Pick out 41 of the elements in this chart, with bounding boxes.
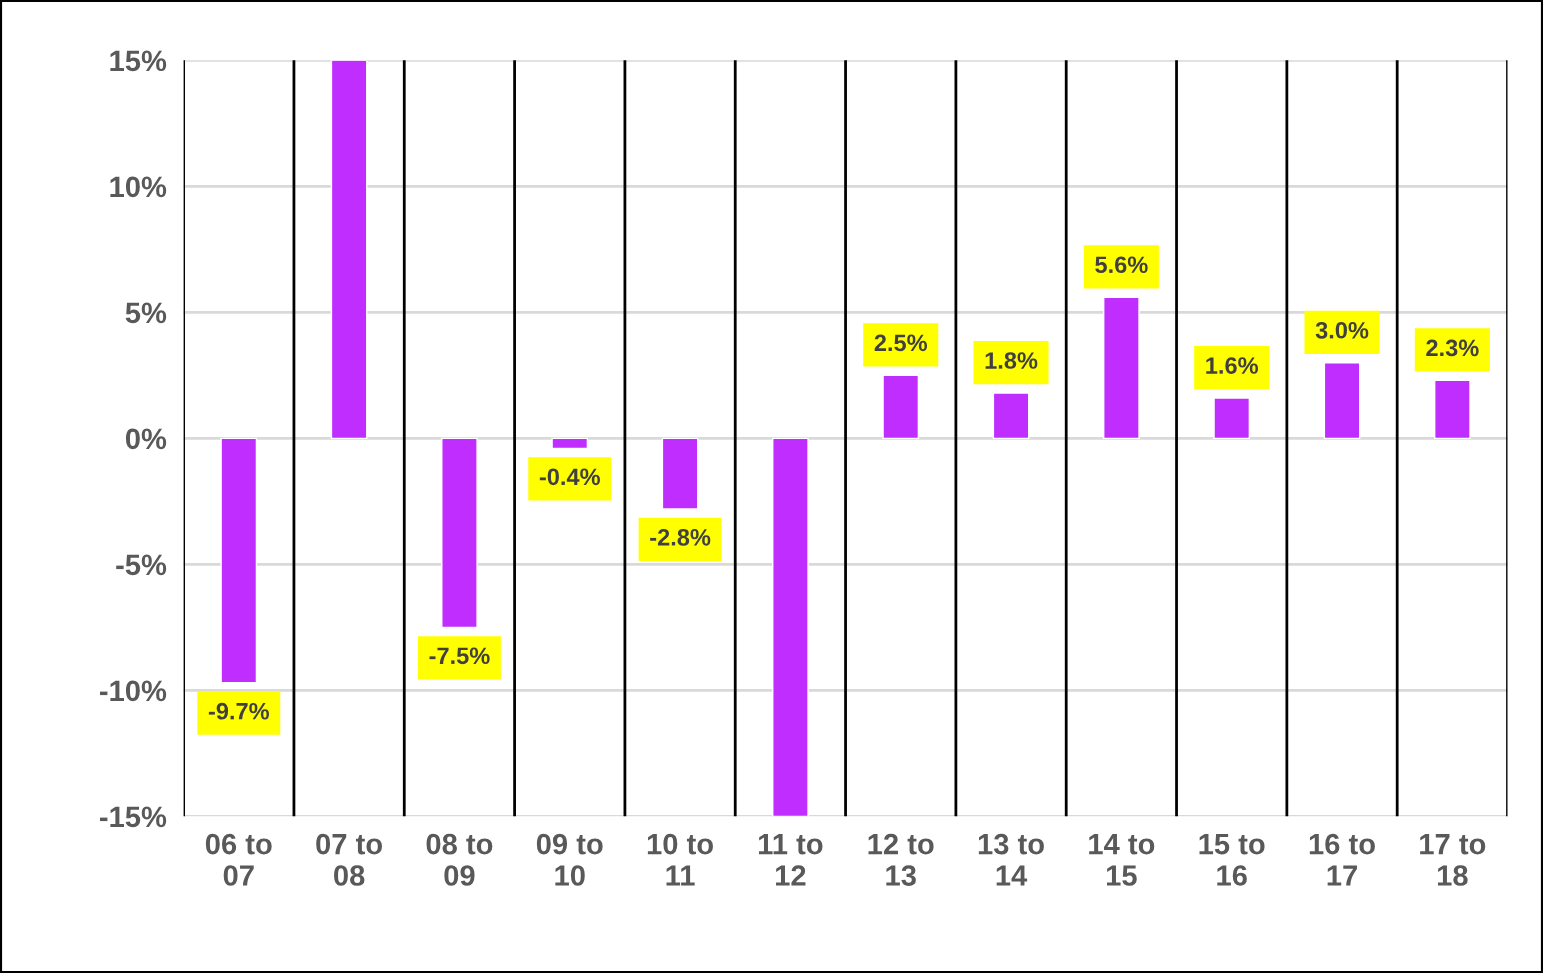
x-tick-label: 14 to 15 <box>1089 834 1155 886</box>
y-tick-label: 10% <box>110 176 167 198</box>
bar <box>441 437 478 629</box>
bar <box>992 392 1030 440</box>
bar <box>1213 397 1251 440</box>
y-tick-label: -15% <box>100 806 167 828</box>
y-tick-label: 15% <box>110 50 167 72</box>
x-tick-label: 15 to 16 <box>1199 834 1265 886</box>
data-label: 1.8% <box>985 352 1038 369</box>
x-tick-label: 11 to 12 <box>759 834 823 886</box>
bar <box>220 437 258 684</box>
data-label: 2.5% <box>874 334 928 352</box>
x-tick-label: 12 to 13 <box>868 833 934 886</box>
x-tick-label: 10 to 11 <box>647 833 713 886</box>
data-label: -0.4% <box>539 468 600 486</box>
bar <box>772 437 809 817</box>
bar <box>1323 362 1361 440</box>
data-label: -9.7% <box>208 702 269 720</box>
data-label: 3.0% <box>1315 321 1369 339</box>
bar <box>882 374 920 440</box>
x-tick-label: 06 to 07 <box>205 833 272 886</box>
y-tick-label: 5% <box>125 302 167 324</box>
x-tick-label: 16 to 17 <box>1309 833 1375 886</box>
x-tick-label: 17 to 18 <box>1420 834 1486 886</box>
bar <box>330 60 368 440</box>
bar <box>551 437 589 450</box>
y-tick-label: -10% <box>100 680 167 702</box>
data-label: 1.6% <box>1206 357 1258 374</box>
x-tick-label: 07 to 08 <box>316 833 382 886</box>
x-tick-label: 09 to 10 <box>536 833 603 886</box>
data-label: -7.5% <box>429 647 490 665</box>
data-label: -2.8% <box>650 528 711 546</box>
y-tick-label: 0% <box>125 428 167 450</box>
bar <box>661 437 699 510</box>
bar <box>1434 379 1471 440</box>
data-label: 2.3% <box>1426 339 1479 357</box>
y-tick-label: -5% <box>116 554 167 576</box>
x-tick-label: 13 to 14 <box>978 833 1044 886</box>
data-label: 5.6% <box>1095 256 1148 274</box>
bar <box>1103 296 1140 440</box>
x-tick-label: 08 to 09 <box>426 833 493 886</box>
